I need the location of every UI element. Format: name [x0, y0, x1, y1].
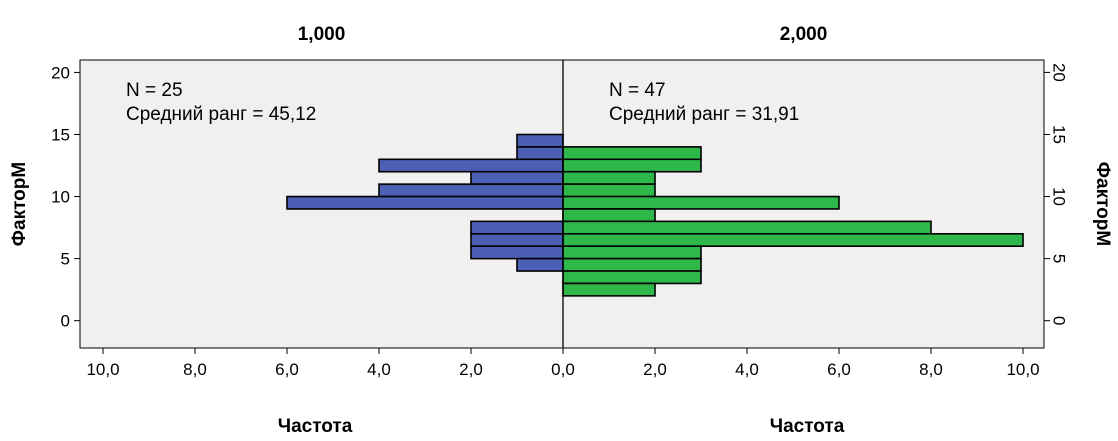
y-tick-label-left-4: 20: [51, 63, 70, 82]
x-tick-label-left-2: 6,0: [275, 360, 299, 379]
x-tick-label-left-4: 2,0: [459, 360, 483, 379]
bar-left-7: [470, 232, 564, 248]
bar-left-8: [470, 245, 564, 260]
plot-frame: [79, 59, 1045, 349]
y-axis-title-right: ФакторМ: [1092, 162, 1113, 246]
bar-right-9: [562, 257, 702, 272]
bar-right-0: [562, 146, 702, 161]
text-layer: 0 0 5 5 10 10 15 15 20 20 10,0 8,0 6,0 4,0 2,0 0,0 2,0 4,…: [9, 24, 1113, 437]
y-tick-label-left-3: 15: [51, 125, 70, 144]
bar-left-6: [470, 220, 564, 235]
bar-left-9: [516, 257, 564, 272]
x-tick-label-right-4: 8,0: [919, 360, 943, 379]
axes-layer: [74, 71, 1050, 354]
bar-left-1: [516, 146, 564, 161]
bar-left-2: [378, 158, 564, 173]
bar-right-7: [562, 232, 1024, 248]
panel-title-left: 1,000: [298, 24, 346, 45]
annotation-rank-right: Средний ранг = 31,91: [609, 104, 799, 125]
bar-left-0: [516, 133, 564, 148]
x-tick-label-right-3: 6,0: [827, 360, 851, 379]
y-tick-label-right-0: 0: [1050, 316, 1069, 325]
x-tick-label-left-1: 8,0: [183, 360, 207, 379]
x-tick-label-right-2: 4,0: [735, 360, 759, 379]
y-tick-label-left-0: 0: [61, 312, 70, 331]
y-tick-label-left-1: 5: [61, 250, 70, 269]
bar-right-10: [562, 270, 702, 285]
panel-title-right: 2,000: [780, 24, 828, 45]
y-tick-label-right-4: 20: [1050, 63, 1069, 82]
bar-right-2: [562, 170, 656, 185]
y-tick-label-right-1: 5: [1050, 254, 1069, 263]
bar-right-8: [562, 245, 702, 260]
bar-right-4: [562, 195, 840, 210]
bar-right-1: [562, 158, 702, 173]
bar-left-3: [470, 170, 564, 185]
x-tick-label-right-5: 10,0: [1006, 360, 1039, 379]
bar-right-5: [562, 208, 656, 223]
x-axis-title-right: Частота: [770, 416, 845, 437]
x-tick-label-right-1: 2,0: [643, 360, 667, 379]
bar-right-11: [562, 282, 656, 297]
annotation-n-right: N = 47: [609, 80, 666, 101]
bar-left-5: [286, 195, 564, 210]
y-tick-label-left-2: 10: [51, 188, 70, 207]
annotation-rank-left: Средний ранг = 45,12: [126, 104, 316, 125]
x-tick-label-left-0: 10,0: [86, 360, 119, 379]
x-tick-label-left-5: 0,0: [551, 360, 575, 379]
x-axis-title-left: Частота: [278, 416, 353, 437]
y-axis-title-left: ФакторМ: [9, 162, 30, 246]
bar-right-6: [562, 220, 932, 235]
x-tick-label-left-3: 4,0: [367, 360, 391, 379]
y-tick-label-right-2: 10: [1050, 187, 1069, 206]
annotation-n-left: N = 25: [126, 80, 183, 101]
y-tick-label-right-3: 15: [1050, 125, 1069, 144]
bar-left-4: [378, 183, 564, 198]
bar-right-3: [562, 183, 656, 198]
